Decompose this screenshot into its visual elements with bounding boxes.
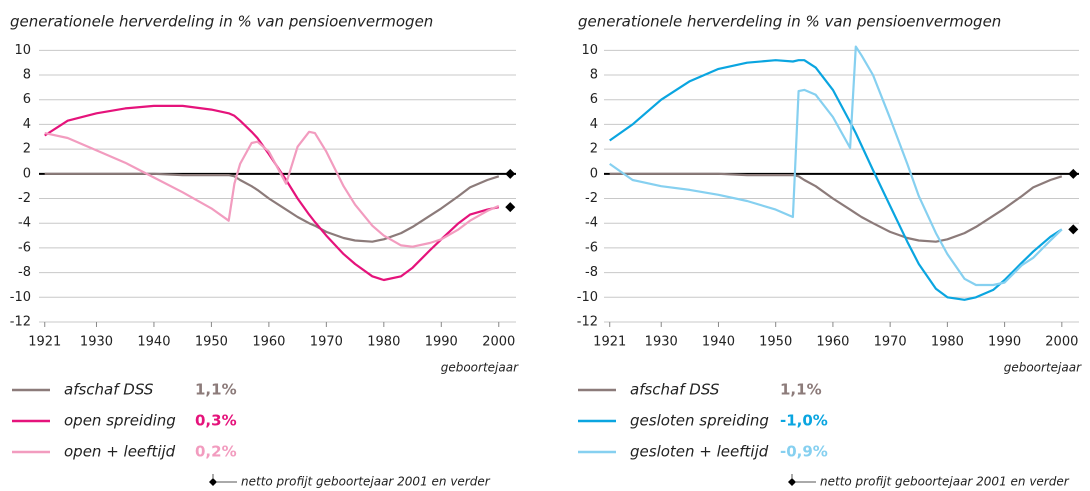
chart-title: generationele herverdeling in % van pens…: [578, 13, 1001, 31]
y-tick-label: 6: [23, 92, 31, 107]
series-line: [609, 59, 1063, 301]
x-tick-label: 1990: [425, 335, 458, 350]
x-tick-label: 1990: [988, 335, 1021, 350]
y-tick-label: 2: [590, 142, 598, 157]
profit-marker: [505, 168, 516, 179]
legend-label: gesloten spreiding: [630, 412, 769, 430]
y-tick-label: -4: [18, 216, 31, 231]
x-tick-label: 2000: [482, 335, 515, 350]
series-line: [609, 45, 1063, 287]
x-tick-label: 1950: [195, 335, 228, 350]
x-axis-label: geboortejaar: [441, 361, 519, 375]
y-tick-label: -12: [10, 315, 31, 330]
y-tick-label: 6: [590, 92, 598, 107]
legend-label: afschaf DSS: [630, 381, 720, 399]
legend-value: -1,0%: [780, 412, 828, 430]
y-tick-label: -2: [18, 191, 31, 206]
footnote: netto profijt geboortejaar 2001 en verde…: [241, 475, 491, 489]
footnote-diamond: [788, 478, 796, 486]
series-line: [44, 104, 500, 282]
y-tick-label: 8: [590, 68, 598, 83]
y-tick-label: -10: [10, 290, 31, 305]
x-tick-label: 1940: [702, 335, 735, 350]
y-tick-label: 2: [23, 142, 31, 157]
x-axis-label: geboortejaar: [1004, 361, 1082, 375]
x-tick-label: 1980: [931, 335, 964, 350]
x-tick-label: 1970: [310, 335, 343, 350]
chart-title: generationele herverdeling in % van pens…: [10, 13, 433, 31]
legend-label: open spreiding: [64, 412, 176, 430]
x-tick-label: 2000: [1045, 335, 1078, 350]
x-tick-label: 1940: [137, 335, 170, 350]
series-line: [609, 172, 1063, 243]
x-tick-label: 1970: [874, 335, 907, 350]
y-tick-label: -12: [577, 315, 598, 330]
y-tick-label: -6: [585, 240, 598, 255]
y-tick-label: -8: [18, 265, 31, 280]
legend-label: gesloten + leeftijd: [630, 443, 769, 461]
footnote-diamond: [209, 478, 217, 486]
x-tick-label: 1960: [252, 335, 285, 350]
footnote: netto profijt geboortejaar 2001 en verde…: [820, 475, 1070, 489]
y-tick-label: 4: [23, 117, 31, 132]
legend-value: -0,9%: [780, 443, 828, 461]
x-tick-label: 1980: [367, 335, 400, 350]
x-tick-label: 1921: [28, 335, 61, 350]
x-tick-label: 1930: [645, 335, 678, 350]
y-tick-label: 4: [590, 117, 598, 132]
y-tick-label: 0: [23, 166, 31, 181]
x-tick-label: 1921: [593, 335, 626, 350]
legend-value: 1,1%: [780, 381, 822, 399]
x-tick-label: 1950: [759, 335, 792, 350]
series-line: [44, 172, 500, 243]
legend-label: open + leeftijd: [64, 443, 176, 461]
legend-label: afschaf DSS: [64, 381, 154, 399]
legend-value: 0,2%: [195, 443, 237, 461]
y-tick-label: -4: [585, 216, 598, 231]
x-tick-label: 1930: [80, 335, 113, 350]
y-tick-label: 10: [581, 43, 598, 58]
y-tick-label: 0: [590, 166, 598, 181]
y-tick-label: -6: [18, 240, 31, 255]
series-line: [44, 130, 500, 248]
y-tick-label: -8: [585, 265, 598, 280]
y-tick-label: 8: [23, 68, 31, 83]
profit-marker: [505, 202, 516, 213]
y-tick-label: 10: [14, 43, 31, 58]
y-tick-label: -10: [577, 290, 598, 305]
profit-marker: [1068, 168, 1079, 179]
y-tick-label: -2: [585, 191, 598, 206]
x-tick-label: 1960: [816, 335, 849, 350]
legend-value: 0,3%: [195, 412, 237, 430]
profit-marker: [1068, 224, 1079, 235]
legend-value: 1,1%: [195, 381, 237, 399]
